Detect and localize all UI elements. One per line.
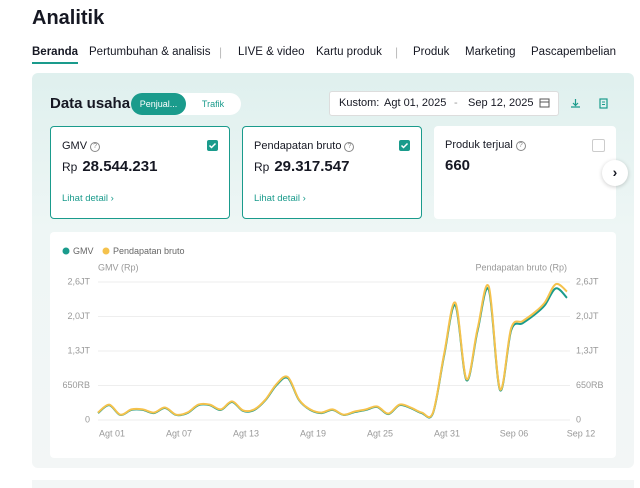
detail-link[interactable]: Lihat detail xyxy=(254,193,300,204)
y2-tick-label: 0 xyxy=(576,414,581,424)
tab[interactable]: Kartu produk xyxy=(316,46,382,58)
checkbox[interactable] xyxy=(592,139,605,152)
y-tick-label: 2,6JT xyxy=(67,276,90,286)
x-tick-label: Agt 31 xyxy=(434,428,460,438)
card-value: 29.317.547 xyxy=(274,158,350,175)
y-tick-label: 1,3JT xyxy=(67,345,90,355)
card-label: Produk terjual xyxy=(445,139,513,151)
checkbox[interactable] xyxy=(207,140,218,151)
x-tick-label: Agt 01 xyxy=(99,428,125,438)
toggle-option[interactable]: Penjual... xyxy=(131,93,186,115)
separator: | xyxy=(395,45,399,59)
separator: | xyxy=(219,45,223,59)
metric-card[interactable]: GMV? Rp 28.544.231 Lihat detail › xyxy=(50,126,230,219)
calendar-icon xyxy=(539,98,550,108)
date-dash: - xyxy=(454,97,458,109)
legend-label: Pendapatan bruto xyxy=(113,246,185,256)
x-tick-label: Sep 12 xyxy=(567,428,596,438)
y-tick-label: 0 xyxy=(85,414,90,424)
series-line xyxy=(97,282,568,419)
y2-tick-label: 2,6JT xyxy=(576,276,599,286)
tab[interactable]: Marketing xyxy=(465,46,516,58)
series-line xyxy=(97,287,568,419)
x-tick-label: Sep 06 xyxy=(500,428,529,438)
y2-tick-label: 650RB xyxy=(576,380,604,390)
tab[interactable]: Produk xyxy=(413,46,450,58)
x-tick-label: Agt 07 xyxy=(166,428,192,438)
y-axis-label: GMV (Rp) xyxy=(98,262,139,272)
currency: Rp xyxy=(62,160,78,174)
currency: Rp xyxy=(254,160,270,174)
y2-tick-label: 2,0JT xyxy=(576,311,599,321)
metric-card[interactable]: Produk terjual? 660 xyxy=(434,126,616,219)
metric-card[interactable]: Pendapatan bruto? Rp 29.317.547 Lihat det… xyxy=(242,126,422,219)
panel-next xyxy=(32,480,634,488)
tab[interactable]: Pertumbuhan & analisis xyxy=(89,46,211,58)
card-label: Pendapatan bruto xyxy=(254,140,342,152)
tab[interactable]: Beranda xyxy=(32,46,79,64)
x-tick-label: Agt 25 xyxy=(367,428,393,438)
date-end: Sep 12, 2025 xyxy=(468,97,534,109)
tab[interactable]: Pascapembelian xyxy=(531,46,617,58)
tab[interactable]: LIVE & video xyxy=(238,46,305,58)
report-icon[interactable] xyxy=(598,98,609,109)
card-label: GMV xyxy=(62,140,88,152)
next-button[interactable]: › xyxy=(602,160,628,186)
toggle-option[interactable]: Trafik xyxy=(201,99,225,109)
legend-label: GMV xyxy=(73,246,94,256)
chart: GMV Pendapatan bruto GMV (Rp) Pendapatan br… xyxy=(50,232,616,458)
y2-tick-label: 1,3JT xyxy=(576,345,599,355)
date-picker[interactable] xyxy=(329,91,559,116)
x-tick-label: Agt 13 xyxy=(233,428,259,438)
y2-axis-label: Pendapatan bruto (Rp) xyxy=(475,262,567,272)
legend-dot xyxy=(102,247,110,255)
date-start: Agt 01, 2025 xyxy=(384,97,447,109)
checkbox[interactable] xyxy=(399,140,410,151)
card-value: 28.544.231 xyxy=(82,158,158,175)
y-tick-label: 650RB xyxy=(62,380,90,390)
download-icon[interactable] xyxy=(570,98,581,109)
section-title: Data usaha xyxy=(50,95,131,112)
detail-link[interactable]: Lihat detail xyxy=(62,193,108,204)
legend-dot xyxy=(62,247,70,255)
card-value: 660 xyxy=(445,157,471,174)
page-title: Analitik xyxy=(32,7,105,29)
x-tick-label: Agt 19 xyxy=(300,428,326,438)
date-label: Kustom: xyxy=(339,97,380,109)
y-tick-label: 2,0JT xyxy=(67,311,90,321)
